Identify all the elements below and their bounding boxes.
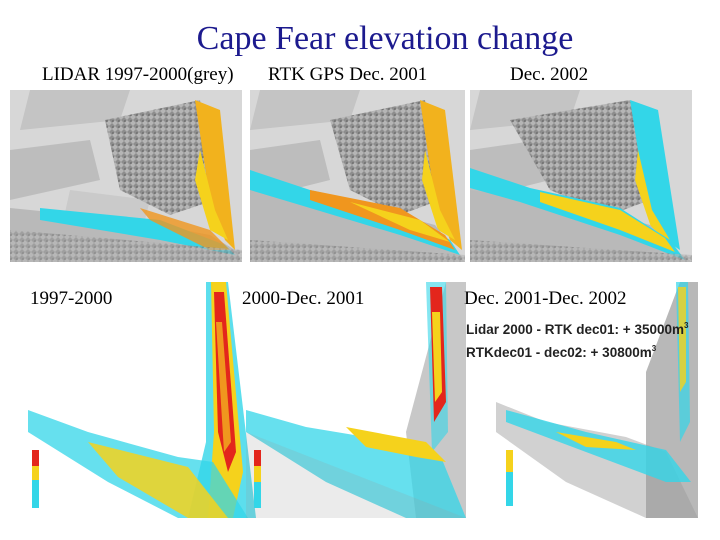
- volume-change-line-2-text: RTKdec01 - dec02: + 30800m: [466, 345, 652, 360]
- label-change-1997-2000: 1997-2000: [30, 288, 113, 309]
- page-title: Cape Fear elevation change: [196, 20, 574, 57]
- volume-change-stats: Lidar 2000 - RTK dec01: + 35000m3 RTKdec…: [466, 316, 716, 362]
- cubic-superscript: 3: [683, 321, 689, 330]
- change-map-2000-dec-2001: [246, 282, 466, 518]
- label-dec-2002: Dec. 2002: [510, 64, 589, 85]
- terrain-panel-lidar: [10, 90, 242, 262]
- cubic-superscript: 3: [651, 344, 657, 353]
- label-change-2000-dec-2001: 2000-Dec. 2001: [242, 288, 365, 309]
- volume-change-line-2: RTKdec01 - dec02: + 30800m3: [466, 339, 716, 362]
- label-lidar-1997-2000: LIDAR 1997-2000(grey): [42, 64, 234, 85]
- label-change-dec-2001-dec-2002: Dec. 2001-Dec. 2002: [464, 288, 627, 309]
- terrain-panel-rtk-2001: [250, 90, 465, 262]
- volume-change-line-1: Lidar 2000 - RTK dec01: + 35000m3: [466, 316, 716, 339]
- change-map-1997-2000: [28, 282, 256, 518]
- change-map-dec-2001-dec-2002: [466, 282, 698, 518]
- volume-change-line-1-text: Lidar 2000 - RTK dec01: + 35000m: [466, 322, 684, 337]
- terrain-panel-dec-2002: [470, 90, 692, 262]
- label-rtk-gps-dec-2001: RTK GPS Dec. 2001: [268, 64, 428, 85]
